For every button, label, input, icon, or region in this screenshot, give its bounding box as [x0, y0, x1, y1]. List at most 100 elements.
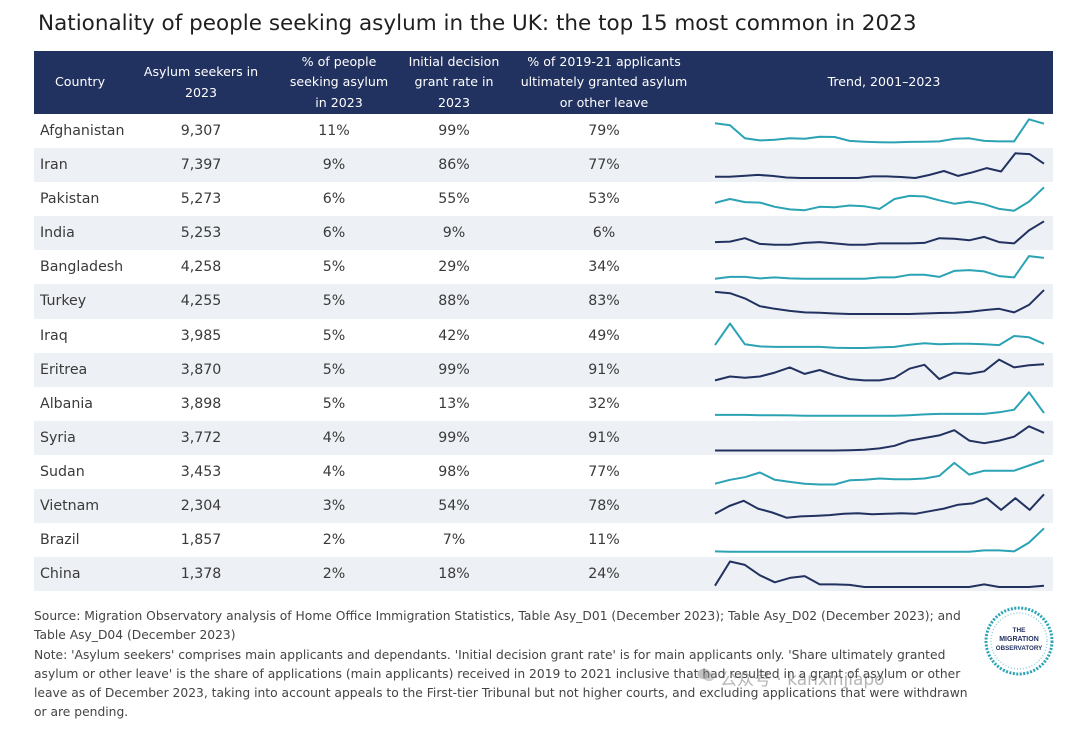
cell-asylum-seekers: 3,898	[180, 395, 222, 412]
header-grant-rate: Initial decision grant rate in 2023	[408, 53, 500, 110]
table-row: Syria 3,772 4% 99% 91%	[34, 420, 1053, 455]
cell-asylum-seekers: 4,255	[180, 293, 222, 310]
cell-country: Bangladesh	[40, 259, 124, 276]
trend-line	[714, 289, 1045, 316]
table-row: Sudan 3,453 4% 98% 77%	[34, 455, 1053, 489]
cell-share: 5%	[322, 361, 346, 378]
cell-share: 6%	[322, 191, 346, 208]
cell-grant-rate: 55%	[438, 191, 470, 208]
cell-asylum-seekers: 3,985	[180, 327, 222, 344]
trend-sparkline	[714, 493, 1045, 519]
cell-asylum-seekers: 3,870	[180, 361, 222, 378]
trend-line	[714, 118, 1045, 144]
trend-cell	[712, 489, 1053, 523]
table-row: Afghanistan 9,307 11% 99% 79%	[34, 114, 1053, 148]
header-trend: Trend, 2001–2023	[827, 74, 941, 90]
cell-ultimately-granted: 34%	[588, 259, 620, 276]
cell-share: 6%	[322, 225, 346, 242]
table-row: China 1,378 2% 18% 24%	[34, 557, 1053, 592]
note-text: Note: 'Asylum seekers' comprises main ap…	[34, 647, 968, 720]
trend-cell	[712, 148, 1053, 182]
cell-asylum-seekers: 7,397	[180, 157, 222, 174]
cell-share: 2%	[322, 532, 346, 549]
trend-line	[714, 255, 1045, 281]
trend-sparkline	[714, 560, 1045, 589]
cell-grant-rate: 88%	[438, 293, 470, 310]
header-asylum-seekers: Asylum seekers in 2023	[143, 64, 259, 100]
trend-sparkline	[714, 322, 1045, 349]
cell-ultimately-granted: 53%	[588, 191, 620, 208]
trend-cell	[712, 353, 1053, 387]
trend-line	[715, 391, 1045, 417]
cell-share: 4%	[322, 429, 346, 446]
header-share: % of people seeking asylum in 2023	[289, 53, 389, 110]
cell-asylum-seekers: 5,273	[180, 191, 222, 208]
cell-country: Afghanistan	[40, 123, 125, 139]
source-notes: Source: Migration Observatory analysis o…	[34, 607, 984, 723]
cell-grant-rate: 29%	[438, 259, 470, 276]
cell-ultimately-granted: 83%	[588, 293, 620, 310]
trend-cell	[712, 284, 1053, 318]
cell-grant-rate: 99%	[438, 429, 470, 446]
cell-country: Iran	[40, 157, 68, 174]
table-row: Iran 7,397 9% 86% 77%	[34, 148, 1053, 183]
trend-sparkline	[715, 425, 1045, 452]
cell-share: 9%	[322, 157, 346, 174]
cell-share: 4%	[322, 463, 346, 480]
trend-cell	[712, 421, 1053, 455]
trend-cell	[712, 114, 1053, 148]
cell-ultimately-granted: 79%	[588, 123, 620, 139]
trend-line	[714, 358, 1045, 382]
cell-grant-rate: 9%	[442, 225, 466, 242]
cell-ultimately-granted: 78%	[588, 498, 620, 515]
cell-country: Iraq	[40, 327, 68, 344]
cell-asylum-seekers: 3,453	[180, 463, 222, 480]
cell-share: 3%	[322, 498, 346, 515]
cell-ultimately-granted: 6%	[592, 225, 616, 242]
trend-sparkline	[714, 186, 1045, 212]
wechat-icon	[697, 668, 715, 682]
trend-sparkline	[715, 152, 1045, 180]
cell-country: China	[40, 566, 81, 583]
cell-ultimately-granted: 77%	[588, 157, 620, 174]
table-row: Bangladesh 4,258 5% 29% 34%	[34, 250, 1053, 284]
trend-sparkline	[714, 358, 1045, 382]
trend-cell	[712, 216, 1053, 250]
trend-cell	[712, 182, 1053, 216]
cell-country: Vietnam	[40, 498, 100, 515]
table-body: Afghanistan 9,307 11% 99% 79% Iran 7,397 9% 86% 7…	[34, 114, 1053, 592]
cell-asylum-seekers: 4,258	[180, 259, 222, 276]
cell-share: 5%	[322, 395, 346, 412]
trend-sparkline	[714, 527, 1045, 553]
trend-cell	[712, 319, 1053, 353]
cell-grant-rate: 99%	[438, 123, 470, 139]
trend-sparkline	[714, 118, 1045, 144]
trend-line	[714, 186, 1045, 212]
source-text: Source: Migration Observatory analysis o…	[34, 609, 961, 643]
cell-ultimately-granted: 32%	[588, 395, 620, 412]
cell-ultimately-granted: 49%	[588, 327, 620, 344]
cell-share: 5%	[322, 293, 346, 310]
cell-country: Brazil	[40, 532, 80, 549]
table-row: Vietnam 2,304 3% 54% 78%	[34, 489, 1053, 524]
trend-line	[715, 152, 1045, 180]
cell-grant-rate: 54%	[438, 498, 470, 515]
table-row: India 5,253 6% 9% 6%	[34, 216, 1053, 251]
cell-grant-rate: 98%	[438, 463, 470, 480]
cell-ultimately-granted: 24%	[588, 566, 620, 583]
svg-text:THE: THE	[1013, 627, 1027, 634]
cell-ultimately-granted: 91%	[588, 429, 620, 446]
trend-line	[714, 493, 1045, 519]
cell-country: Pakistan	[40, 191, 100, 208]
cell-share: 5%	[322, 259, 346, 276]
trend-cell	[712, 387, 1053, 421]
cell-asylum-seekers: 5,253	[180, 225, 222, 242]
trend-line	[714, 322, 1045, 349]
cell-ultimately-granted: 77%	[588, 463, 620, 480]
watermark: 公众号 · kanxinjiapo	[720, 670, 885, 690]
trend-sparkline	[714, 459, 1045, 486]
cell-country: Syria	[40, 429, 76, 446]
trend-sparkline	[714, 289, 1045, 316]
cell-asylum-seekers: 1,857	[180, 532, 222, 549]
cell-country: Eritrea	[40, 361, 88, 378]
